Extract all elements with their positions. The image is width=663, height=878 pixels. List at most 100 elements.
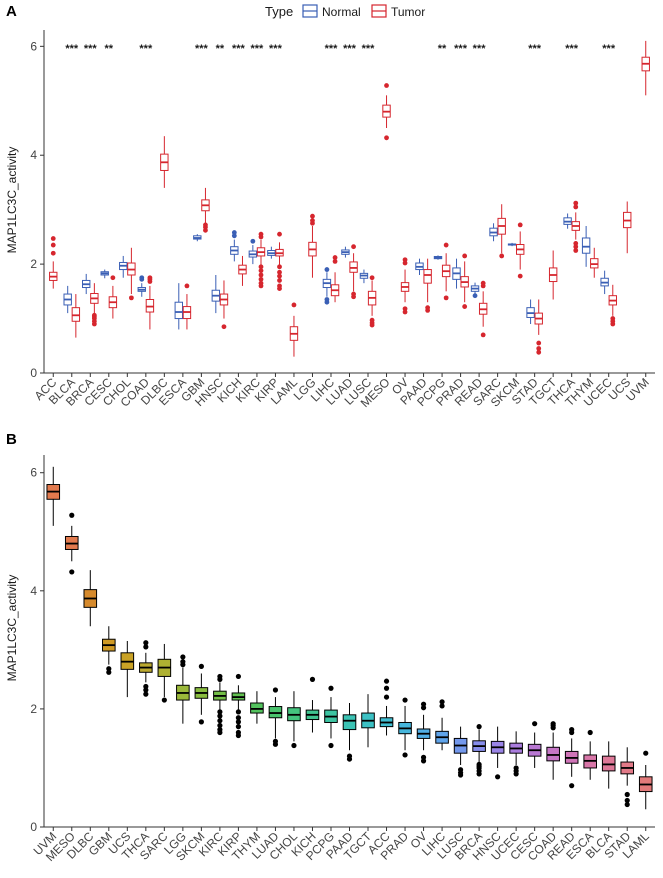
panel-a-normal-box [82,273,91,295]
panel-b-stad-outlier [624,791,630,798]
panel-b-pcpg-box [324,685,338,749]
panel-a-tumor-outlier [536,349,542,355]
panel-a-tumor-outlier [369,317,375,323]
panel-a-tumor-outlier [277,278,282,283]
panel-a-y-tick-label: 2 [30,257,37,271]
panel-b-lihc-outlier [439,699,445,705]
panel-a-normal-box [600,270,609,295]
panel-a-tumor-outlier [402,306,408,312]
panel-a-tumor-box [516,222,525,279]
panel-a-tumor-outlier [573,204,579,210]
panel-a-tumor-box [330,255,340,303]
panel-b-ov-box [416,701,431,764]
panel-a-tumor-outlier [536,340,542,346]
panel-a-tumor-outlier [573,244,579,250]
panel-a-normal-outlier [139,275,145,281]
panel-a-normal-box [322,267,332,305]
panel-a-normal-box [341,246,350,258]
panel-b-lusc-box [453,726,468,778]
panel-a-tumor-outlier [573,200,579,206]
panel-a-tumor-box [275,231,284,292]
panel-a-tumor-outlier [443,295,449,301]
panel-a-normal-outlier [324,267,330,272]
panel-b-kirp-outlier [235,673,242,680]
panel-a-normal-box [193,234,202,242]
panel-a-tumor-outlier [258,283,264,289]
panel-a-tumor-outlier [258,272,264,278]
panel-b-gbm-box [102,626,116,675]
panel-a-tumor-box [182,283,192,330]
panel-a-tumor-outlier [147,275,153,281]
panel-b-meso-outlier [69,512,75,518]
panel-a-tumor-box [423,258,432,313]
panel-a-tumor-outlier [517,222,523,228]
panel-a-normal-box [119,255,128,278]
panel-b-kirp-box [231,673,246,739]
panel-a-tumor-outlier [291,302,297,308]
panel-a-significance-label: *** [195,43,209,55]
panel-a-tumor-outlier [184,283,190,289]
panel-a-tumor-box [289,302,299,357]
panel-a-tumor-outlier [610,316,616,321]
panel-a-tumor-outlier [517,273,523,279]
panel-b-laml-box [638,750,653,810]
panel-a-significance-label: *** [565,43,579,55]
panel-a-tumor-outlier [277,273,282,279]
panel-b-coad-box [546,721,560,780]
panel-b-ucec-box [509,731,523,777]
panel-b-prad-outlier [402,752,408,758]
panel-a-tumor-outlier [384,83,389,88]
panel-a-tumor-outlier [573,248,579,253]
panel-a-tumor-outlier [277,264,282,270]
panel-b-pcpg-outlier [328,742,334,749]
panel-b-cesc-outlier [532,721,538,727]
panel-b-thca-outlier [143,687,149,693]
panel-b-lihc-box [435,699,449,751]
panel-b-thca-outlier [143,644,149,650]
panel-a-tumor-box [608,284,617,327]
panel-b-brca-outlier [476,761,482,768]
panel-a-tumor-outlier [277,269,282,275]
panel-a-y-tick-label: 4 [30,148,37,162]
panel-a-tumor-outlier [443,242,449,248]
panel-a-normal-box [267,246,276,259]
panel-b-luad-outlier [272,687,279,693]
panel-a-tumor-outlier [277,231,282,237]
panel-a-significance-label: *** [602,43,616,55]
panel-b-kirc-outlier [217,673,223,680]
panel-b-paad-iqr [342,714,357,731]
panel-a-normal-box [415,258,424,275]
legend-tumor-key [371,4,387,18]
panel-a-significance-label: *** [528,43,542,55]
panel-b-blca-box [601,741,616,789]
panel-a-significance-label: *** [84,43,98,55]
panel-b-chol-outlier [291,742,297,749]
panel-b-acc-outlier [383,678,390,684]
panel-b-thym-box [250,691,264,724]
panel-a-tumor-box [71,294,81,338]
panel-a-tumor-outlier [258,276,264,282]
panel-a-tumor-box [90,283,99,327]
panel-b-lgg-outlier [180,659,186,665]
panel-b-cesc-box [527,721,542,768]
panel-a-tumor-box [256,231,266,289]
panel-b-skcm-box [194,663,209,725]
panel-a-normal-box [137,275,146,297]
panel-a-significance-label: *** [139,43,153,55]
panel-a-normal-box [211,275,221,314]
panel-a-normal-box [526,299,535,324]
panel-b-acc-outlier [383,694,390,700]
panel-b-pcpg-outlier [328,685,334,691]
panel-a-tumor-outlier [462,304,468,309]
panel-b-acc-box [379,678,394,736]
panel-a-tumor-outlier [310,213,315,219]
panel-b-ov-outlier [420,754,427,760]
panel-b-sarc-box [157,643,172,703]
panel-a-tumor-outlier [351,294,356,300]
panel-b-kirp-outlier [235,732,242,739]
panel-a-tumor-outlier [258,231,264,237]
panel-a-significance-label: ** [216,43,225,55]
panel-a-tumor-box [145,275,155,330]
panel-b-chol-box [287,691,301,749]
panel-b-laml-outlier [643,750,649,756]
